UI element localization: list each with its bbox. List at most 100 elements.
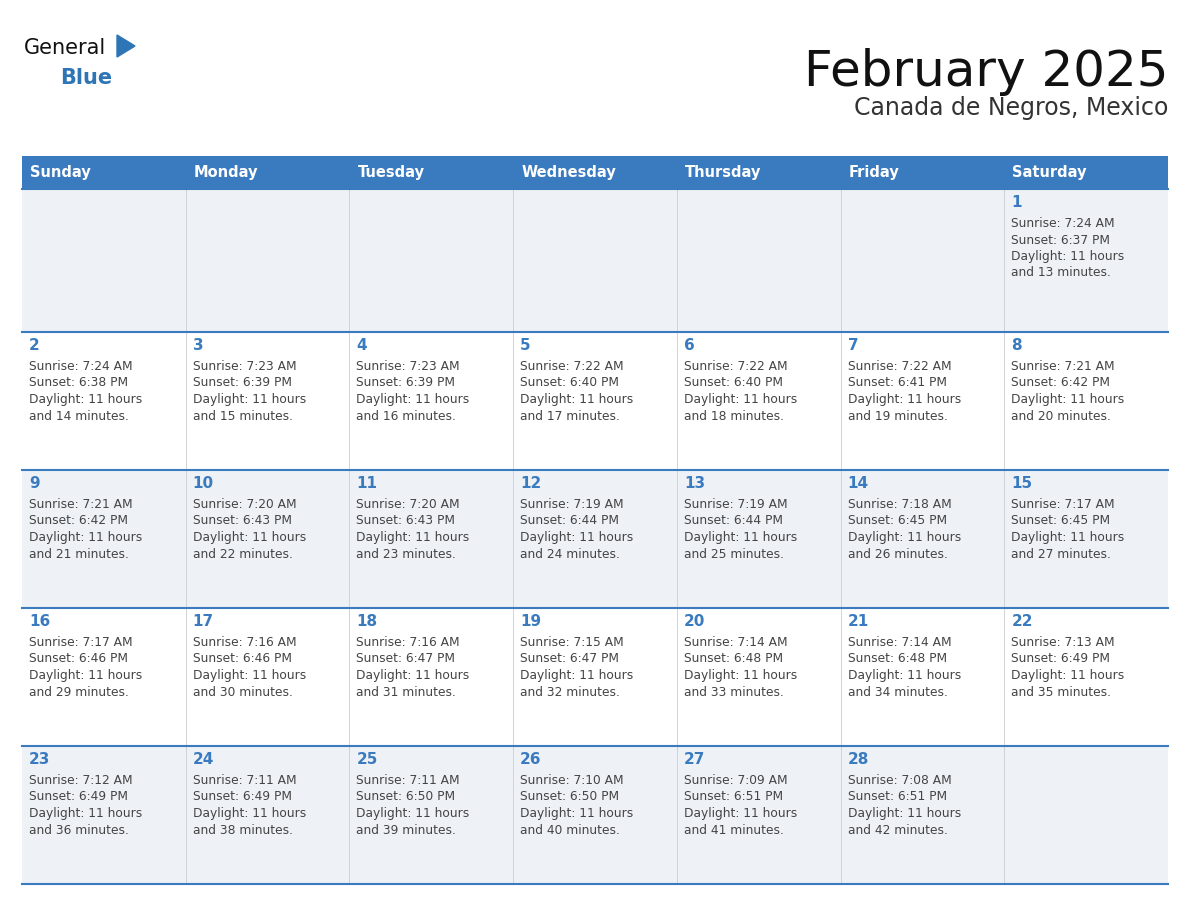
Text: Sunset: 6:50 PM: Sunset: 6:50 PM	[520, 790, 619, 803]
Bar	[23, 156, 1168, 189]
Text: Monday: Monday	[194, 165, 258, 180]
Text: Daylight: 11 hours: Daylight: 11 hours	[29, 669, 143, 682]
Text: 25: 25	[356, 752, 378, 767]
Text: Sunset: 6:48 PM: Sunset: 6:48 PM	[847, 653, 947, 666]
Text: Daylight: 11 hours: Daylight: 11 hours	[1011, 669, 1125, 682]
Text: 15: 15	[1011, 476, 1032, 491]
Text: and 24 minutes.: and 24 minutes.	[520, 547, 620, 561]
Text: Daylight: 11 hours: Daylight: 11 hours	[356, 807, 469, 820]
Text: and 33 minutes.: and 33 minutes.	[684, 686, 784, 699]
Text: and 23 minutes.: and 23 minutes.	[356, 547, 456, 561]
Text: Thursday: Thursday	[684, 165, 762, 180]
Text: Sunrise: 7:16 AM: Sunrise: 7:16 AM	[192, 636, 296, 649]
Text: and 42 minutes.: and 42 minutes.	[847, 823, 948, 836]
Text: and 18 minutes.: and 18 minutes.	[684, 409, 784, 422]
Text: Daylight: 11 hours: Daylight: 11 hours	[520, 807, 633, 820]
Text: Daylight: 11 hours: Daylight: 11 hours	[356, 669, 469, 682]
Text: Sunrise: 7:11 AM: Sunrise: 7:11 AM	[192, 774, 296, 787]
Text: Daylight: 11 hours: Daylight: 11 hours	[356, 531, 469, 544]
Text: Sunset: 6:48 PM: Sunset: 6:48 PM	[684, 653, 783, 666]
Text: 24: 24	[192, 752, 214, 767]
Text: 26: 26	[520, 752, 542, 767]
Text: Daylight: 11 hours: Daylight: 11 hours	[192, 393, 307, 406]
Text: 6: 6	[684, 338, 695, 353]
Text: Sunset: 6:44 PM: Sunset: 6:44 PM	[684, 514, 783, 528]
Text: Sunrise: 7:10 AM: Sunrise: 7:10 AM	[520, 774, 624, 787]
Text: Sunset: 6:46 PM: Sunset: 6:46 PM	[192, 653, 292, 666]
Text: Sunrise: 7:16 AM: Sunrise: 7:16 AM	[356, 636, 460, 649]
Text: Daylight: 11 hours: Daylight: 11 hours	[1011, 531, 1125, 544]
Text: Sunrise: 7:23 AM: Sunrise: 7:23 AM	[356, 360, 460, 373]
Text: and 21 minutes.: and 21 minutes.	[29, 547, 128, 561]
Bar	[23, 746, 1168, 884]
Text: and 13 minutes.: and 13 minutes.	[1011, 266, 1111, 279]
Text: Daylight: 11 hours: Daylight: 11 hours	[520, 393, 633, 406]
Text: Sunrise: 7:23 AM: Sunrise: 7:23 AM	[192, 360, 296, 373]
Text: 2: 2	[29, 338, 39, 353]
Text: Sunset: 6:44 PM: Sunset: 6:44 PM	[520, 514, 619, 528]
Text: Sunset: 6:47 PM: Sunset: 6:47 PM	[520, 653, 619, 666]
Text: Daylight: 11 hours: Daylight: 11 hours	[684, 669, 797, 682]
Bar	[23, 608, 1168, 746]
Text: 7: 7	[847, 338, 858, 353]
Text: Sunrise: 7:24 AM: Sunrise: 7:24 AM	[1011, 217, 1114, 230]
Text: Sunset: 6:43 PM: Sunset: 6:43 PM	[356, 514, 455, 528]
Text: and 35 minutes.: and 35 minutes.	[1011, 686, 1111, 699]
Text: Sunrise: 7:14 AM: Sunrise: 7:14 AM	[684, 636, 788, 649]
Text: and 40 minutes.: and 40 minutes.	[520, 823, 620, 836]
Text: Sunrise: 7:22 AM: Sunrise: 7:22 AM	[684, 360, 788, 373]
Text: Sunrise: 7:21 AM: Sunrise: 7:21 AM	[29, 498, 133, 511]
Text: and 20 minutes.: and 20 minutes.	[1011, 409, 1111, 422]
Text: 19: 19	[520, 614, 542, 629]
Text: 23: 23	[29, 752, 50, 767]
Text: and 36 minutes.: and 36 minutes.	[29, 823, 128, 836]
Text: Sunrise: 7:13 AM: Sunrise: 7:13 AM	[1011, 636, 1114, 649]
Text: 1: 1	[1011, 195, 1022, 210]
Bar	[23, 189, 1168, 332]
Text: Sunday: Sunday	[30, 165, 90, 180]
Text: Daylight: 11 hours: Daylight: 11 hours	[356, 393, 469, 406]
Text: Sunset: 6:47 PM: Sunset: 6:47 PM	[356, 653, 455, 666]
Text: and 39 minutes.: and 39 minutes.	[356, 823, 456, 836]
Text: Daylight: 11 hours: Daylight: 11 hours	[29, 393, 143, 406]
Text: Sunrise: 7:11 AM: Sunrise: 7:11 AM	[356, 774, 460, 787]
Text: 20: 20	[684, 614, 706, 629]
Text: and 26 minutes.: and 26 minutes.	[847, 547, 948, 561]
Text: Daylight: 11 hours: Daylight: 11 hours	[520, 669, 633, 682]
Text: Sunrise: 7:17 AM: Sunrise: 7:17 AM	[1011, 498, 1114, 511]
Text: 21: 21	[847, 614, 868, 629]
Text: February 2025: February 2025	[803, 48, 1168, 96]
Text: 18: 18	[356, 614, 378, 629]
Text: Tuesday: Tuesday	[358, 165, 424, 180]
Text: Sunrise: 7:08 AM: Sunrise: 7:08 AM	[847, 774, 952, 787]
Text: Sunset: 6:43 PM: Sunset: 6:43 PM	[192, 514, 292, 528]
Text: 12: 12	[520, 476, 542, 491]
Text: 8: 8	[1011, 338, 1022, 353]
Text: Sunrise: 7:22 AM: Sunrise: 7:22 AM	[847, 360, 952, 373]
Text: and 32 minutes.: and 32 minutes.	[520, 686, 620, 699]
Text: 22: 22	[1011, 614, 1032, 629]
Text: Daylight: 11 hours: Daylight: 11 hours	[520, 531, 633, 544]
Text: and 30 minutes.: and 30 minutes.	[192, 686, 292, 699]
Text: 16: 16	[29, 614, 50, 629]
Text: 10: 10	[192, 476, 214, 491]
Text: and 34 minutes.: and 34 minutes.	[847, 686, 948, 699]
Text: Sunset: 6:39 PM: Sunset: 6:39 PM	[192, 376, 292, 389]
Text: Sunrise: 7:18 AM: Sunrise: 7:18 AM	[847, 498, 952, 511]
Text: Sunset: 6:40 PM: Sunset: 6:40 PM	[684, 376, 783, 389]
Text: Daylight: 11 hours: Daylight: 11 hours	[29, 807, 143, 820]
Text: Daylight: 11 hours: Daylight: 11 hours	[1011, 250, 1125, 263]
Polygon shape	[116, 35, 135, 57]
Text: Sunrise: 7:17 AM: Sunrise: 7:17 AM	[29, 636, 133, 649]
Text: Sunset: 6:51 PM: Sunset: 6:51 PM	[847, 790, 947, 803]
Text: Sunrise: 7:09 AM: Sunrise: 7:09 AM	[684, 774, 788, 787]
Text: Sunrise: 7:19 AM: Sunrise: 7:19 AM	[684, 498, 788, 511]
Text: Sunset: 6:40 PM: Sunset: 6:40 PM	[520, 376, 619, 389]
Text: Sunrise: 7:24 AM: Sunrise: 7:24 AM	[29, 360, 133, 373]
Text: and 29 minutes.: and 29 minutes.	[29, 686, 128, 699]
Text: Sunrise: 7:21 AM: Sunrise: 7:21 AM	[1011, 360, 1114, 373]
Text: 9: 9	[29, 476, 39, 491]
Text: and 19 minutes.: and 19 minutes.	[847, 409, 948, 422]
Text: Sunset: 6:46 PM: Sunset: 6:46 PM	[29, 653, 128, 666]
Text: Sunset: 6:49 PM: Sunset: 6:49 PM	[29, 790, 128, 803]
